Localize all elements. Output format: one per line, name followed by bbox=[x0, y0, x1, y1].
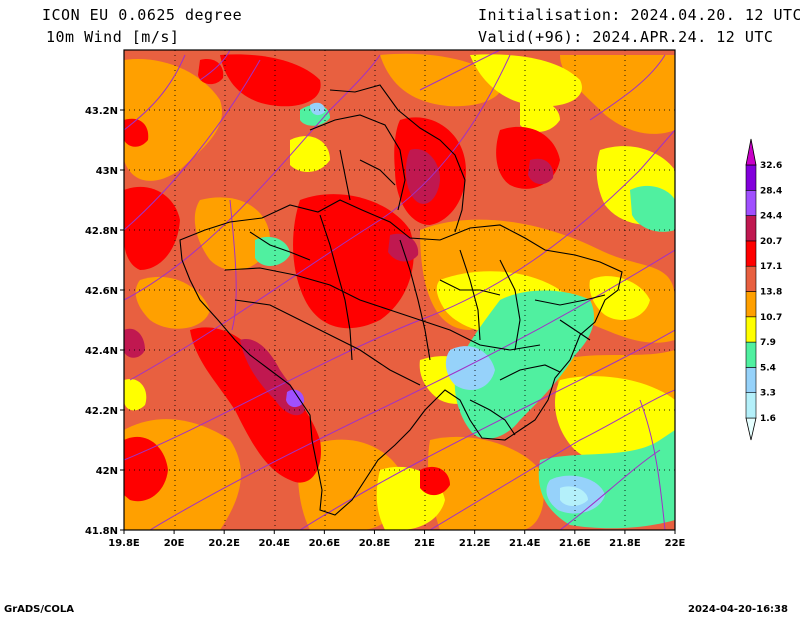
legend-label: 20.7 bbox=[760, 237, 782, 247]
admin-borders bbox=[179, 84, 623, 516]
legend-label: 3.3 bbox=[760, 389, 776, 399]
y-tick-label: 42.2N bbox=[85, 406, 118, 417]
x-tick-label: 20.4E bbox=[259, 538, 291, 549]
legend-swatch bbox=[745, 316, 757, 343]
legend-swatch bbox=[745, 341, 757, 368]
legend-min-arrow bbox=[745, 417, 757, 441]
legend-label: 1.6 bbox=[760, 414, 776, 424]
x-tick-label: 20E bbox=[164, 538, 185, 549]
x-tick-label: 19.8E bbox=[108, 538, 140, 549]
y-tick-label: 43.2N bbox=[85, 106, 118, 117]
variable-title: 10m Wind [m/s] bbox=[46, 28, 180, 46]
legend-label: 17.1 bbox=[760, 262, 782, 272]
color-legend: 1.6 3.3 5.4 7.9 10.7 13.8 17.1 20.7 24.4 28.4 32.6 bbox=[745, 138, 782, 441]
legend-swatch bbox=[745, 240, 757, 267]
y-tick-label: 42.6N bbox=[85, 286, 118, 297]
legend-label: 13.8 bbox=[760, 288, 782, 298]
legend-label: 28.4 bbox=[760, 186, 782, 196]
legend-swatch bbox=[745, 367, 757, 393]
legend-label: 32.6 bbox=[760, 161, 782, 171]
x-tick-label: 21.8E bbox=[609, 538, 641, 549]
valid-time: Valid(+96): 2024.APR.24. 12 UTC bbox=[478, 28, 774, 46]
legend-label: 7.9 bbox=[760, 338, 776, 348]
legend-swatch bbox=[745, 392, 757, 419]
y-tick-label: 42.8N bbox=[85, 226, 118, 237]
legend-label: 24.4 bbox=[760, 212, 782, 222]
legend-label: 10.7 bbox=[760, 313, 782, 323]
y-tick-label: 41.8N bbox=[85, 526, 118, 537]
legend-swatch bbox=[745, 215, 757, 242]
x-tick-label: 20.8E bbox=[359, 538, 391, 549]
footer-credit: GrADS/COLA bbox=[4, 604, 74, 615]
x-tick-label: 21.2E bbox=[459, 538, 491, 549]
legend-swatch bbox=[745, 265, 757, 292]
legend-label: 5.4 bbox=[760, 363, 776, 373]
x-tick-label: 21E bbox=[414, 538, 435, 549]
legend-max-arrow bbox=[745, 138, 757, 166]
footer-timestamp: 2024-04-20-16:38 bbox=[688, 604, 788, 615]
model-title: ICON EU 0.0625 degree bbox=[42, 6, 243, 24]
y-tick-label: 42.4N bbox=[85, 346, 118, 357]
x-tick-label: 20.6E bbox=[309, 538, 341, 549]
x-tick-label: 21.6E bbox=[559, 538, 591, 549]
x-tick-label: 20.2E bbox=[208, 538, 240, 549]
x-axis-ticks: 19.8E 20E 20.2E 20.4E 20.6E 20.8E 21E 21.2E 21.4… bbox=[108, 530, 686, 549]
x-tick-label: 21.4E bbox=[509, 538, 541, 549]
legend-swatch bbox=[745, 164, 757, 191]
legend-swatch bbox=[745, 291, 757, 318]
y-axis-ticks: 43.2N 43N 42.8N 42.6N 42.4N 42.2N 42N 41.8N bbox=[85, 106, 124, 537]
init-time: Initialisation: 2024.04.20. 12 UTC bbox=[478, 6, 800, 24]
y-tick-label: 43N bbox=[96, 166, 118, 177]
legend-swatch bbox=[745, 190, 757, 216]
y-tick-label: 42N bbox=[96, 466, 118, 477]
x-tick-label: 22E bbox=[665, 538, 686, 549]
